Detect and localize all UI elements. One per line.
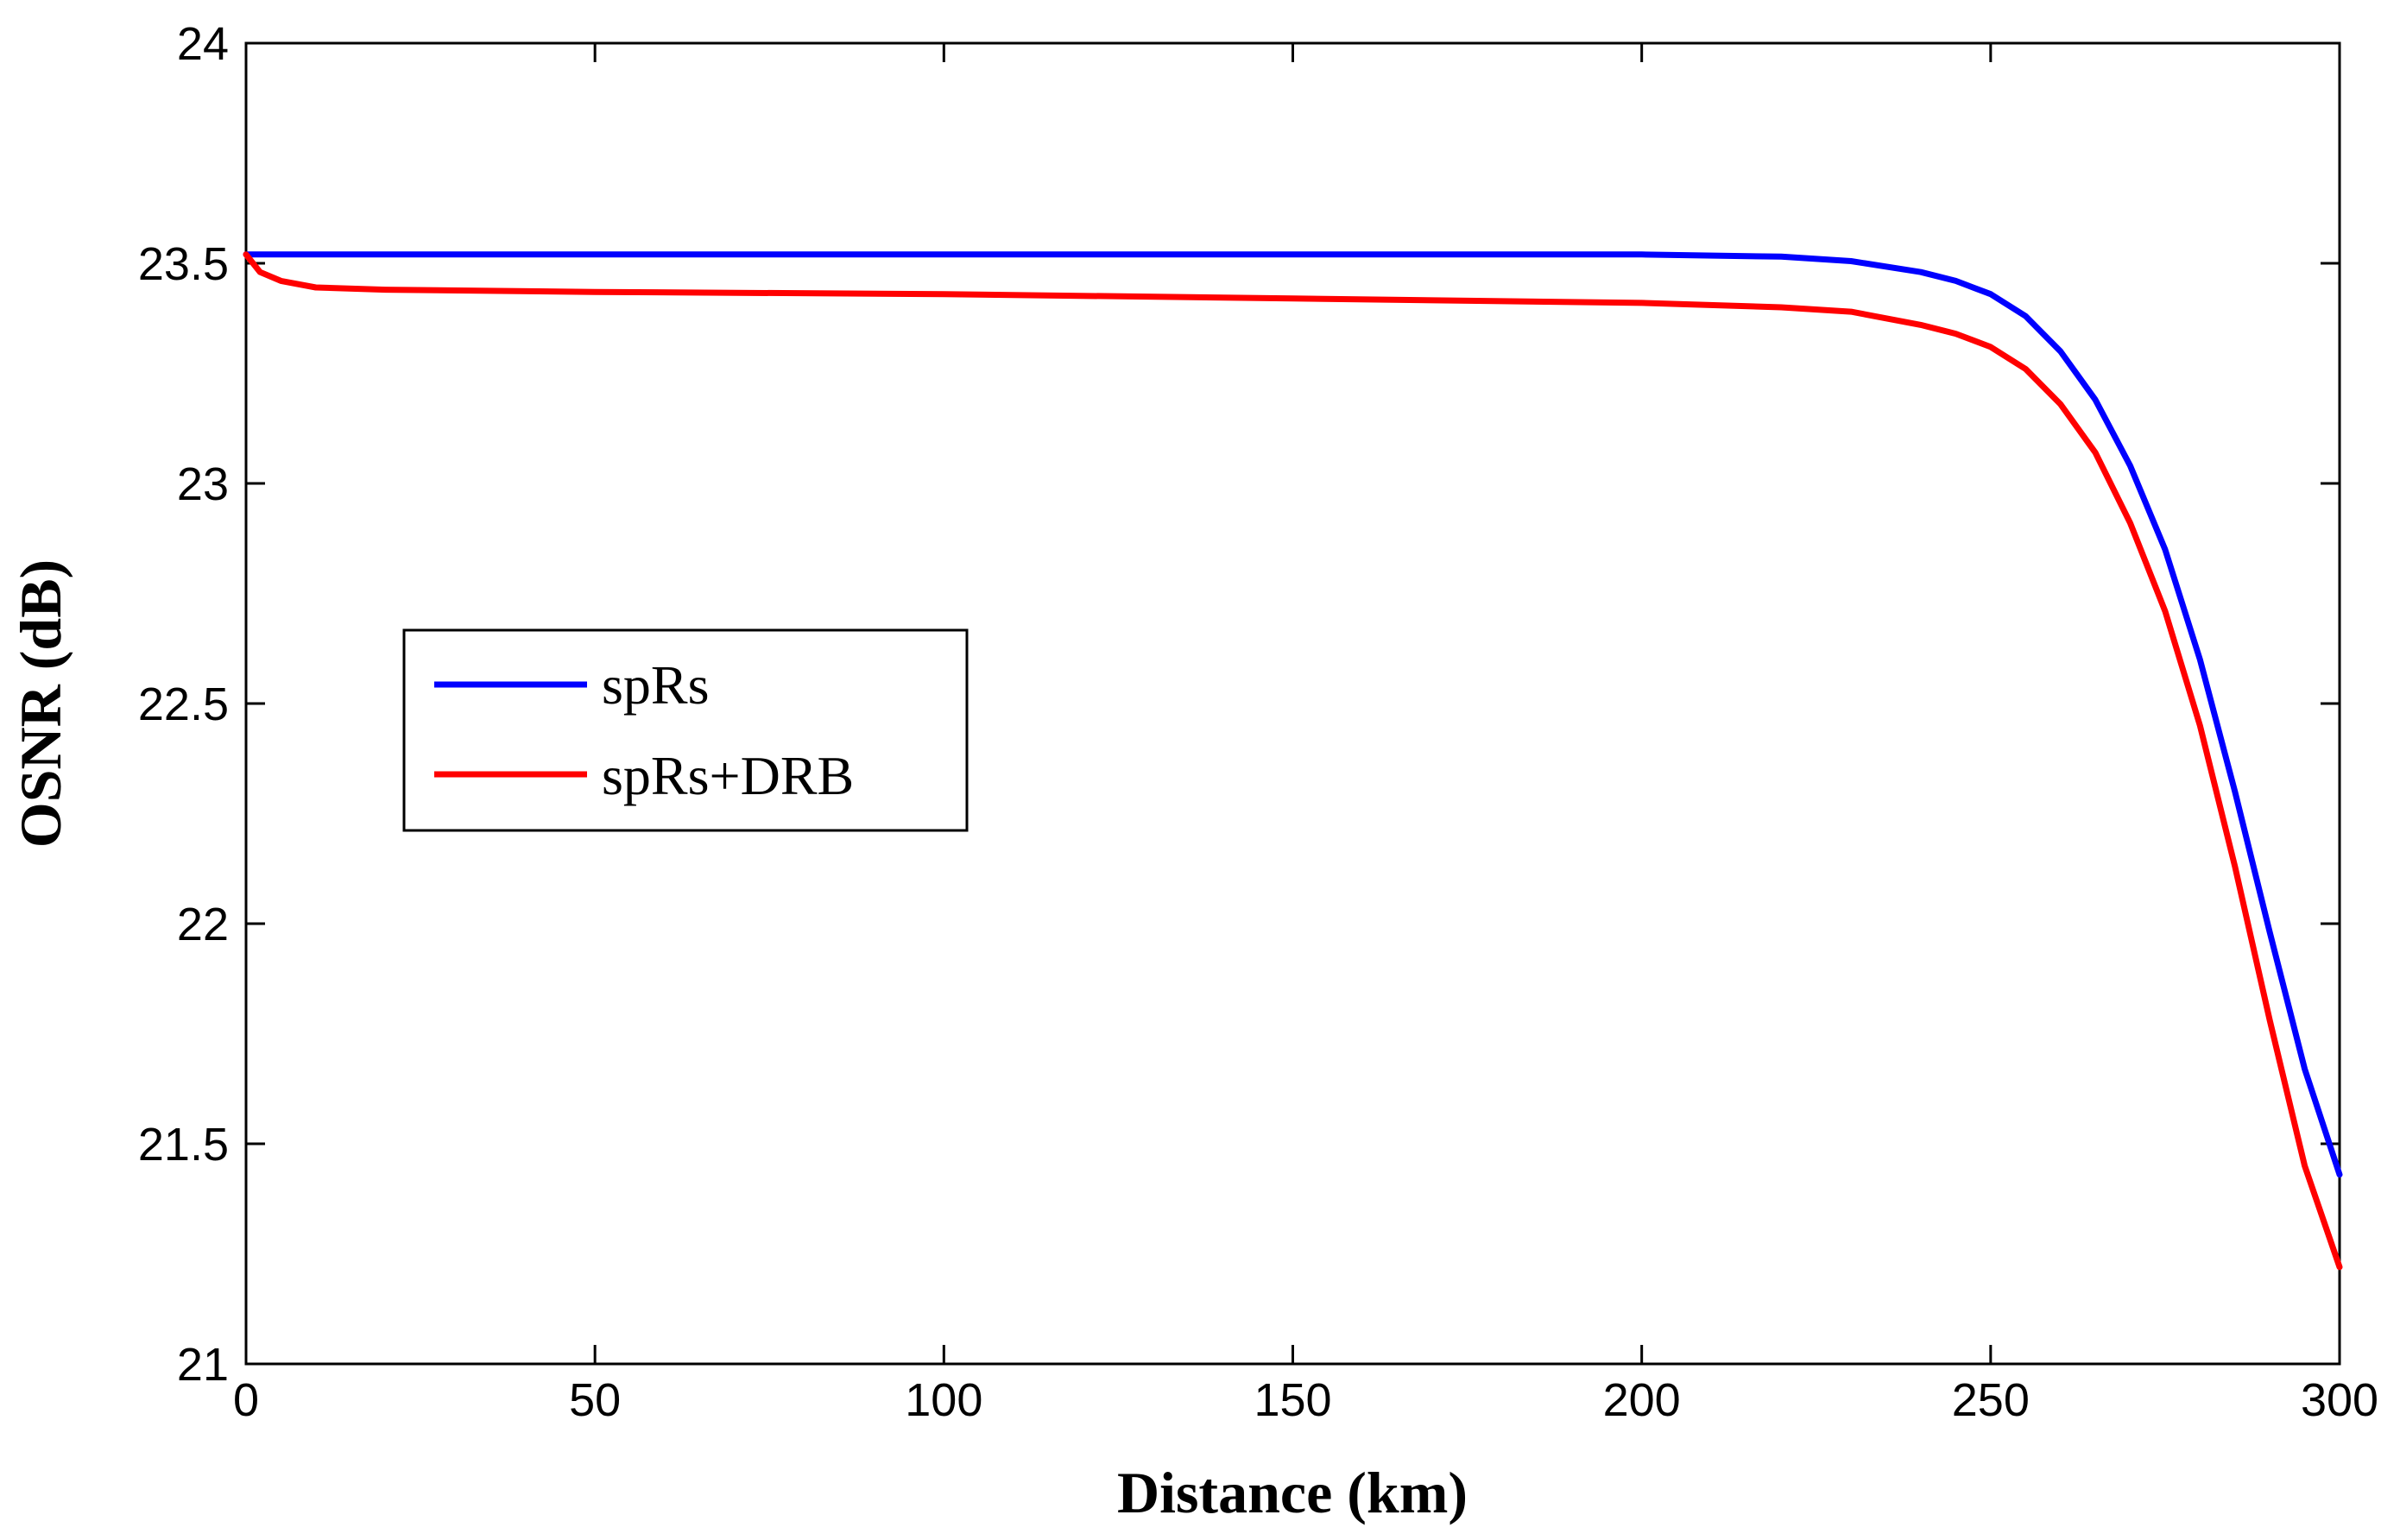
x-axis-ticks: 0 50 100 150 200 250 300 <box>233 43 2378 1426</box>
x-tick-label: 100 <box>905 1374 982 1426</box>
series-line-sprs-drb <box>243 251 2343 1271</box>
y-tick-label: 22.5 <box>138 678 229 730</box>
x-tick-label: 200 <box>1603 1374 1681 1426</box>
series-layer <box>243 251 2343 1271</box>
legend: spRs spRs+DRB <box>402 628 969 832</box>
y-tick-label: 24 <box>177 18 229 70</box>
series-line-sprs <box>243 251 2343 1178</box>
y-axis-ticks: 21 21.5 22 22.5 23 23.5 24 <box>138 18 2340 1391</box>
x-tick-label: 250 <box>1952 1374 2030 1426</box>
x-tick-label: 150 <box>1254 1374 1331 1426</box>
x-tick-label: 0 <box>233 1374 259 1426</box>
legend-box <box>402 628 969 832</box>
x-tick-label: 300 <box>2301 1374 2378 1426</box>
x-tick-label: 50 <box>569 1374 621 1426</box>
y-tick-label: 23.5 <box>138 238 229 290</box>
y-tick-label: 21.5 <box>138 1119 229 1171</box>
x-axis-title: Distance (km) <box>1117 1460 1468 1525</box>
y-tick-label: 22 <box>177 899 229 950</box>
legend-label-sprs: spRs <box>602 654 710 716</box>
y-tick-label: 21 <box>177 1339 229 1391</box>
legend-label-sprs-drb: spRs+DRB <box>602 745 854 806</box>
y-tick-label: 23 <box>177 458 229 510</box>
y-axis-title: OSNR (dB) <box>8 559 73 848</box>
